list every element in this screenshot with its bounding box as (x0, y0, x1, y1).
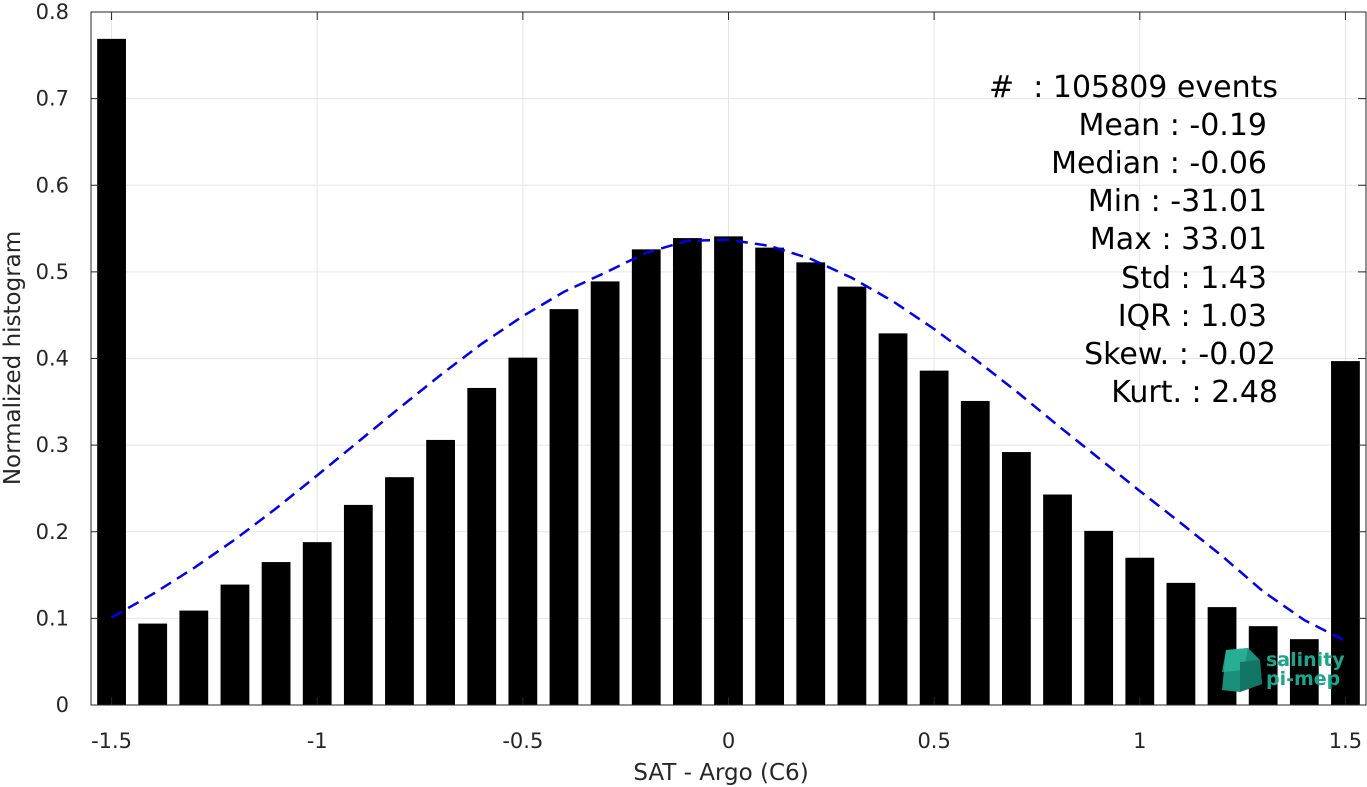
histogram-bar (343, 504, 373, 705)
histogram-bar (1331, 361, 1360, 705)
y-tick-labels: 0 0.1 0.2 0.3 0.4 0.5 0.6 0.7 0.8 (36, 0, 69, 717)
histogram-bar (714, 236, 743, 705)
y-tick-label: 0.7 (36, 87, 69, 111)
histogram-bar (220, 584, 250, 705)
histogram-bar (1084, 530, 1114, 705)
x-tick-label: -0.5 (502, 729, 543, 753)
axis-ticks (91, 11, 1366, 706)
histogram-bar (755, 247, 785, 705)
x-tick-label: 0.5 (917, 729, 950, 753)
stat-max: Max : 33.01 (1090, 222, 1267, 257)
x-tick-label: 0 (722, 729, 735, 753)
histogram-bar (878, 333, 908, 705)
logo-text-salinity: salinity (1266, 649, 1345, 671)
stat-skew: Skew. : -0.02 (1084, 337, 1276, 372)
normal-fit-curve (110, 238, 1346, 643)
histogram-bar (631, 249, 661, 706)
statistics-box: # : 105809 events Mean : -0.19 Median : … (989, 70, 1278, 410)
histogram-bar (1002, 452, 1031, 705)
histogram-bar (179, 610, 209, 705)
histogram-bar (1043, 494, 1072, 705)
histogram-bar (837, 286, 867, 705)
x-tick-labels: -1.5 -1 -0.5 0 0.5 1 1.5 (91, 729, 1362, 753)
histogram-bar (138, 623, 168, 705)
y-tick-label: 0 (56, 693, 69, 717)
stat-median: Median : -0.06 (1051, 146, 1267, 181)
histogram-bar (261, 562, 291, 705)
x-tick-label: 1 (1133, 729, 1146, 753)
histogram-bar (960, 400, 990, 705)
x-axis-label: SAT - Argo (C6) (633, 760, 808, 786)
histogram-bar (508, 357, 538, 705)
histogram-bar (919, 370, 949, 705)
y-tick-label: 0.4 (36, 347, 69, 371)
histogram-bar (1166, 582, 1196, 705)
y-tick-label: 0.1 (36, 606, 69, 630)
salinity-pimep-logo: salinity pi-mep (1222, 648, 1345, 692)
stat-kurt: Kurt. : 2.48 (1111, 375, 1278, 410)
histogram-bar (467, 387, 497, 705)
histogram-bars (97, 38, 1360, 706)
stat-std: Std : 1.43 (1121, 261, 1267, 296)
logo-cube-icon (1222, 648, 1262, 692)
y-tick-label: 0.6 (36, 173, 69, 197)
histogram-bar (590, 281, 620, 705)
stat-events: # : 105809 events (989, 70, 1278, 105)
y-tick-label: 0.2 (36, 520, 69, 544)
stat-mean: Mean : -0.19 (1078, 108, 1267, 143)
y-tick-label: 0.8 (36, 0, 69, 24)
x-tick-label: -1 (307, 729, 328, 753)
histogram-bar (1289, 639, 1319, 705)
histogram-bar (549, 309, 579, 705)
stat-min: Min : -31.01 (1088, 184, 1267, 219)
stat-iqr: IQR : 1.03 (1118, 299, 1267, 334)
histogram-bar (672, 238, 702, 705)
logo-text-pimep: pi-mep (1266, 668, 1340, 690)
histogram-bar (302, 542, 332, 705)
histogram-bar (97, 38, 126, 705)
y-tick-label: 0.3 (36, 433, 69, 457)
x-tick-label: 1.5 (1329, 729, 1362, 753)
histogram-bar (426, 439, 455, 705)
histogram-bar (385, 477, 414, 705)
y-tick-label: 0.5 (36, 260, 69, 284)
histogram-bar (1125, 557, 1155, 705)
y-axis-label: Normalized histogram (0, 231, 26, 485)
histogram-bar (796, 262, 826, 705)
x-tick-label: -1.5 (91, 729, 132, 753)
